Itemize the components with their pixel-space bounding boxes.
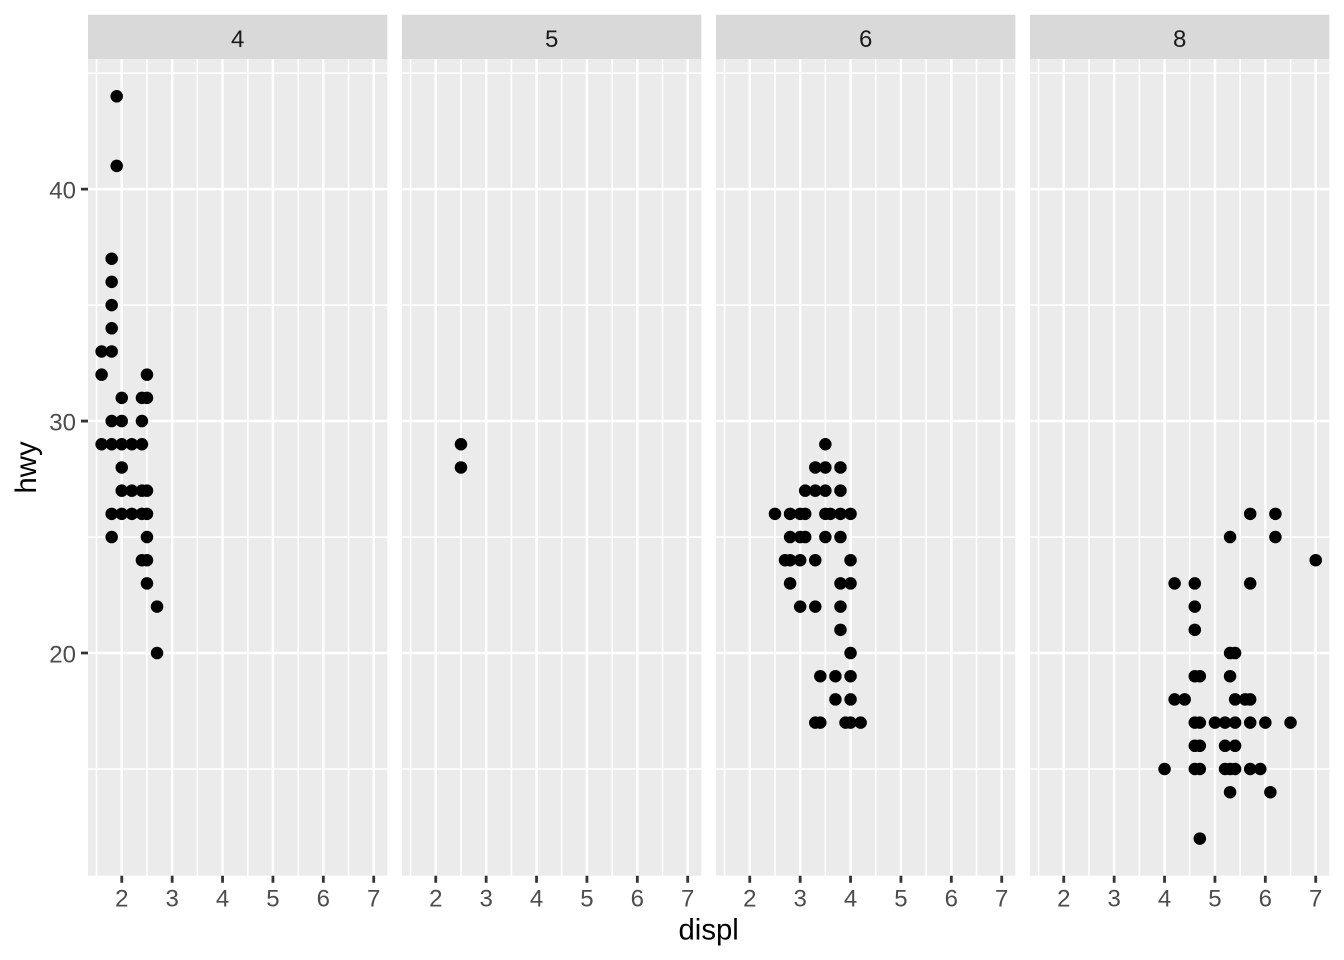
svg-text:4: 4 (530, 885, 543, 912)
svg-text:4: 4 (231, 26, 244, 53)
svg-text:7: 7 (681, 885, 694, 912)
svg-text:6: 6 (1259, 885, 1272, 912)
svg-text:7: 7 (367, 885, 380, 912)
svg-text:2: 2 (429, 885, 442, 912)
svg-text:4: 4 (1158, 885, 1171, 912)
svg-text:2: 2 (743, 885, 756, 912)
svg-text:20: 20 (49, 641, 76, 668)
svg-text:5: 5 (894, 885, 907, 912)
svg-text:3: 3 (793, 885, 806, 912)
svg-text:8: 8 (1173, 26, 1186, 53)
svg-text:7: 7 (1309, 885, 1322, 912)
svg-text:2: 2 (1057, 885, 1070, 912)
svg-text:2: 2 (115, 885, 128, 912)
svg-text:6: 6 (317, 885, 330, 912)
svg-text:3: 3 (1107, 885, 1120, 912)
svg-text:5: 5 (580, 885, 593, 912)
svg-text:5: 5 (1208, 885, 1221, 912)
svg-text:5: 5 (545, 26, 558, 53)
svg-text:4: 4 (216, 885, 229, 912)
svg-text:5: 5 (266, 885, 279, 912)
svg-text:displ: displ (679, 914, 739, 947)
svg-text:6: 6 (631, 885, 644, 912)
svg-text:3: 3 (165, 885, 178, 912)
svg-text:hwy: hwy (10, 441, 43, 493)
svg-text:7: 7 (995, 885, 1008, 912)
svg-text:6: 6 (945, 885, 958, 912)
svg-text:3: 3 (479, 885, 492, 912)
svg-text:30: 30 (49, 409, 76, 436)
svg-text:40: 40 (49, 178, 76, 205)
svg-text:4: 4 (844, 885, 857, 912)
svg-text:6: 6 (859, 26, 872, 53)
